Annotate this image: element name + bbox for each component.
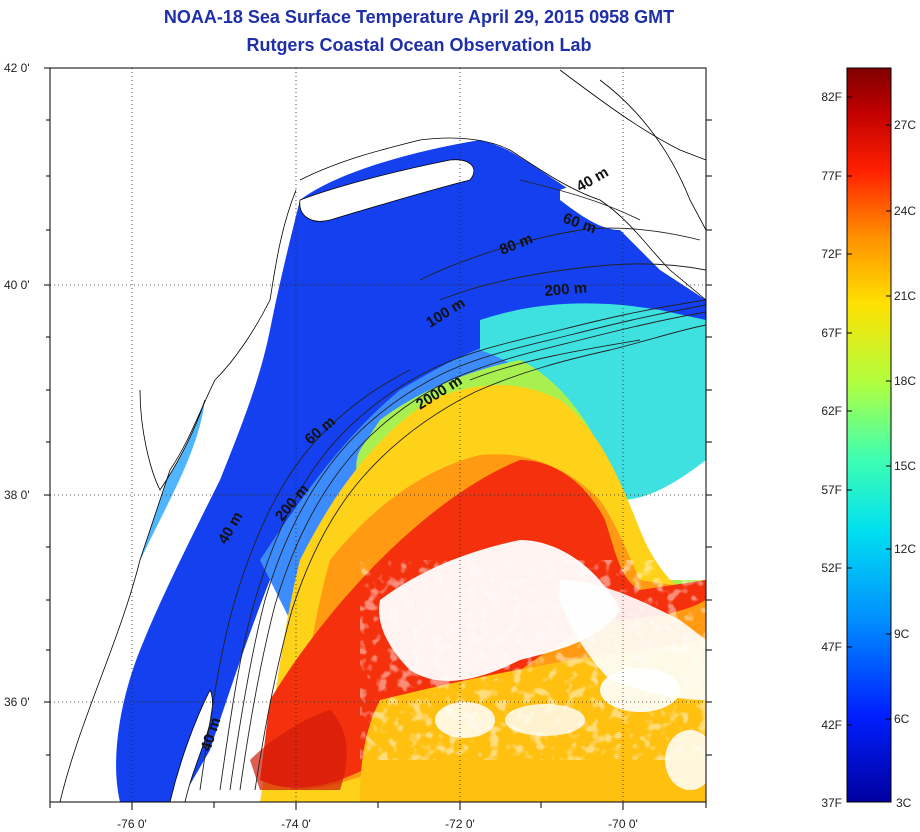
land-long-island xyxy=(299,159,474,222)
colorbar-f-67: 67F xyxy=(821,326,842,340)
colorbar-f-57: 57F xyxy=(821,483,842,497)
lon-tick-76: -76 0' xyxy=(117,817,147,831)
colorbar-c-24: 24C xyxy=(894,204,916,218)
colorbar-c-9: 9C xyxy=(894,627,910,641)
colorbar-c-12: 12C xyxy=(894,542,916,556)
colorbar-c-3: 3C xyxy=(896,796,912,810)
gulf-stream-dark-red xyxy=(250,710,347,790)
lon-tick-74: -74 0' xyxy=(281,817,311,831)
colorbar-f-52: 52F xyxy=(821,561,842,575)
lat-tick-36: 36 0' xyxy=(4,695,30,709)
colorbar-c-15: 15C xyxy=(894,459,916,473)
colorbar-c-6: 6C xyxy=(894,712,910,726)
land-cape-cod xyxy=(560,187,620,230)
axis-ticks xyxy=(44,67,712,810)
land-delmarva xyxy=(140,330,205,490)
colorbar-f-82: 82F xyxy=(821,90,842,104)
coastline xyxy=(59,69,706,802)
cloud-speckle xyxy=(360,560,706,760)
land-new-england xyxy=(300,68,706,300)
map-title: NOAA-18 Sea Surface Temperature April 29… xyxy=(163,7,675,27)
colorbar-f-37: 37F xyxy=(821,796,842,810)
bathymetry-contours xyxy=(199,179,706,791)
colorbar-f-62: 62F xyxy=(821,404,842,418)
colorbar-f-42: 42F xyxy=(821,718,842,732)
lat-tick-38: 38 0' xyxy=(4,488,30,502)
colorbar-f-47: 47F xyxy=(821,640,842,654)
colorbar-f-72: 72F xyxy=(821,247,842,261)
sst-field: 40 m 60 m 80 m 200 m 100 m 2000 m 60 m 2… xyxy=(50,68,706,802)
contour-label-200m-north: 200 m xyxy=(544,279,588,300)
map-subtitle: Rutgers Coastal Ocean Observation Lab xyxy=(246,35,592,55)
lon-tick-72: -72 0' xyxy=(445,817,475,831)
colorbar-c-21: 21C xyxy=(894,289,916,303)
slope-water-cyan xyxy=(480,303,706,500)
temperature-colorbar xyxy=(846,67,892,803)
colorbar-c-18: 18C xyxy=(894,374,916,388)
colorbar-c-27: 27C xyxy=(894,118,916,132)
land-outer-banks xyxy=(170,690,213,802)
lon-tick-70: -70 0' xyxy=(608,817,638,831)
colorbar-f-77: 77F xyxy=(821,169,842,183)
colorbar-ticks xyxy=(847,96,891,726)
graticule xyxy=(50,68,706,802)
lat-tick-40: 40 0' xyxy=(4,278,30,292)
lat-tick-42: 42 0' xyxy=(4,61,30,75)
